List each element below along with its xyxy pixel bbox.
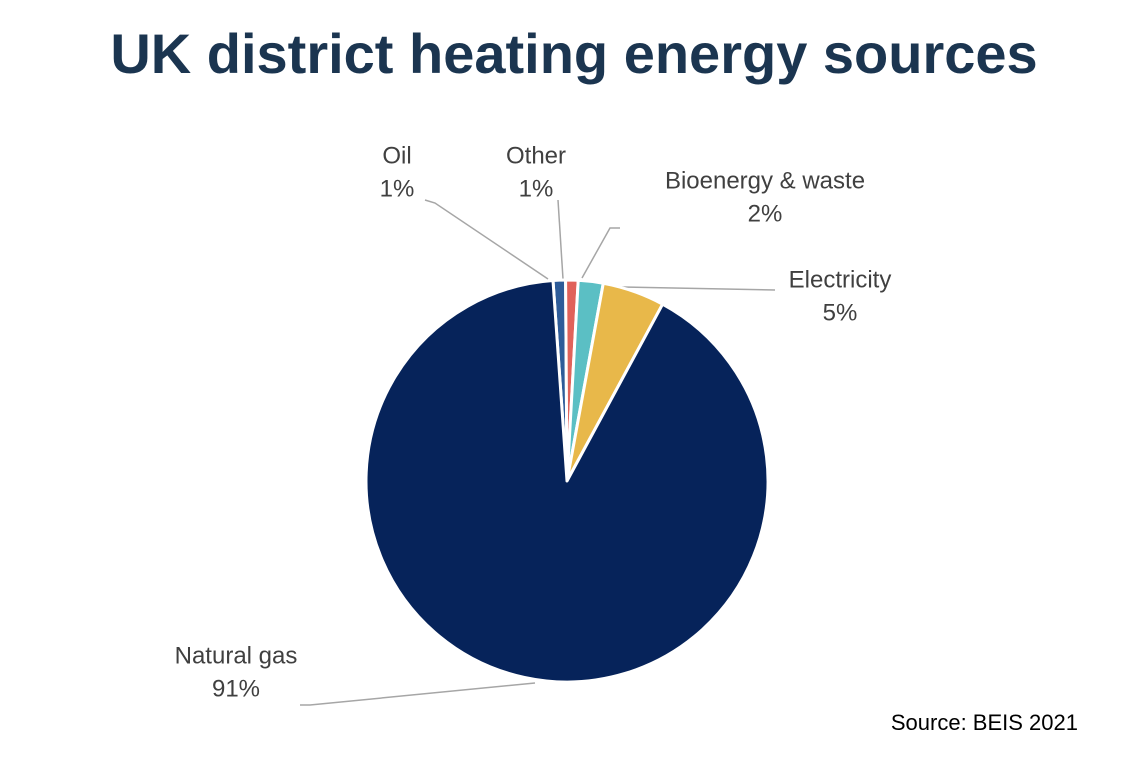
value-label: 1% — [519, 175, 554, 202]
slice-label: Bioenergy & waste — [665, 167, 865, 194]
chart-title: UK district heating energy sources — [110, 22, 1037, 85]
value-label: 1% — [380, 175, 415, 202]
slice-label: Natural gas — [175, 642, 298, 669]
slice-label: Oil — [382, 142, 411, 169]
leader-line — [621, 286, 776, 291]
value-label: 5% — [823, 299, 858, 326]
source-note: Source: BEIS 2021 — [891, 710, 1078, 735]
leader-line — [300, 682, 536, 706]
leader-line — [424, 199, 549, 280]
value-label: 91% — [212, 675, 260, 702]
slice-label: Electricity — [789, 266, 892, 293]
leader-line — [557, 199, 564, 280]
pie-slice — [364, 278, 770, 684]
leader-lines — [300, 199, 776, 706]
slice-label: Other — [506, 142, 566, 169]
leader-line — [581, 227, 620, 279]
value-label: 2% — [748, 200, 783, 227]
